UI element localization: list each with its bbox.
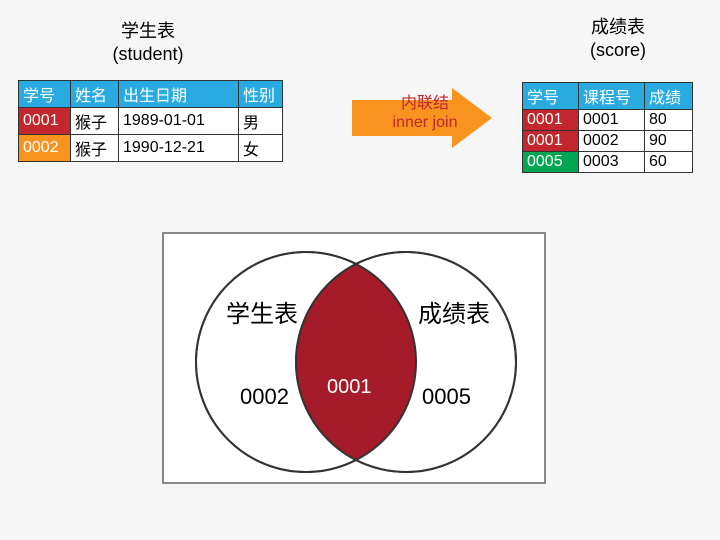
student-title-en: (student): [112, 44, 183, 64]
score-cid-cell: 0001: [579, 110, 645, 131]
student-dob-cell: 1990-12-21: [119, 135, 239, 162]
venn-left-label: 学生表: [226, 294, 298, 329]
student-h-dob: 出生日期: [119, 81, 239, 108]
student-title-cn: 学生表: [121, 21, 175, 41]
score-sid-cell: 0001: [523, 131, 579, 152]
table-row: 0005 0003 60: [523, 152, 693, 173]
table-row: 0001 0002 90: [523, 131, 693, 152]
student-header-row: 学号 姓名 出生日期 性别: [19, 81, 283, 108]
score-val-cell: 80: [645, 110, 693, 131]
student-h-id: 学号: [19, 81, 71, 108]
score-val-cell: 90: [645, 131, 693, 152]
student-sex-cell: 女: [239, 135, 283, 162]
score-table: 学号 课程号 成绩 0001 0001 80 0001 0002 90 0005…: [522, 82, 693, 173]
score-val-cell: 60: [645, 152, 693, 173]
student-id-cell: 0001: [19, 108, 71, 135]
student-h-sex: 性别: [239, 81, 283, 108]
table-row: 0002 猴子 1990-12-21 女: [19, 135, 283, 162]
student-id-cell: 0002: [19, 135, 71, 162]
student-sex-cell: 男: [239, 108, 283, 135]
join-label-en: inner join: [393, 114, 458, 131]
score-title-en: (score): [590, 40, 646, 60]
join-label: 内联结 inner join: [365, 94, 485, 132]
score-sid-cell: 0001: [523, 110, 579, 131]
venn-intersection: 0001: [327, 376, 372, 399]
table-row: 0001 猴子 1989-01-01 男: [19, 108, 283, 135]
venn-right-label: 成绩表: [418, 294, 490, 329]
student-h-name: 姓名: [71, 81, 119, 108]
score-title-cn: 成绩表: [591, 17, 645, 37]
student-dob-cell: 1989-01-01: [119, 108, 239, 135]
score-cid-cell: 0002: [579, 131, 645, 152]
score-h-cid: 课程号: [579, 83, 645, 110]
join-label-cn: 内联结: [401, 95, 449, 112]
venn-diagram: 学生表 成绩表 0002 0001 0005: [162, 232, 546, 484]
table-row: 0001 0001 80: [523, 110, 693, 131]
student-table: 学号 姓名 出生日期 性别 0001 猴子 1989-01-01 男 0002 …: [18, 80, 283, 162]
score-header-row: 学号 课程号 成绩: [523, 83, 693, 110]
score-cid-cell: 0003: [579, 152, 645, 173]
venn-right-only: 0005: [422, 384, 471, 410]
score-h-sid: 学号: [523, 83, 579, 110]
score-h-val: 成绩: [645, 83, 693, 110]
venn-svg: [164, 234, 548, 486]
score-table-title: 成绩表 (score): [538, 16, 698, 63]
student-table-title: 学生表 (student): [58, 20, 238, 67]
student-name-cell: 猴子: [71, 135, 119, 162]
student-name-cell: 猴子: [71, 108, 119, 135]
score-sid-cell: 0005: [523, 152, 579, 173]
venn-left-only: 0002: [240, 384, 289, 410]
